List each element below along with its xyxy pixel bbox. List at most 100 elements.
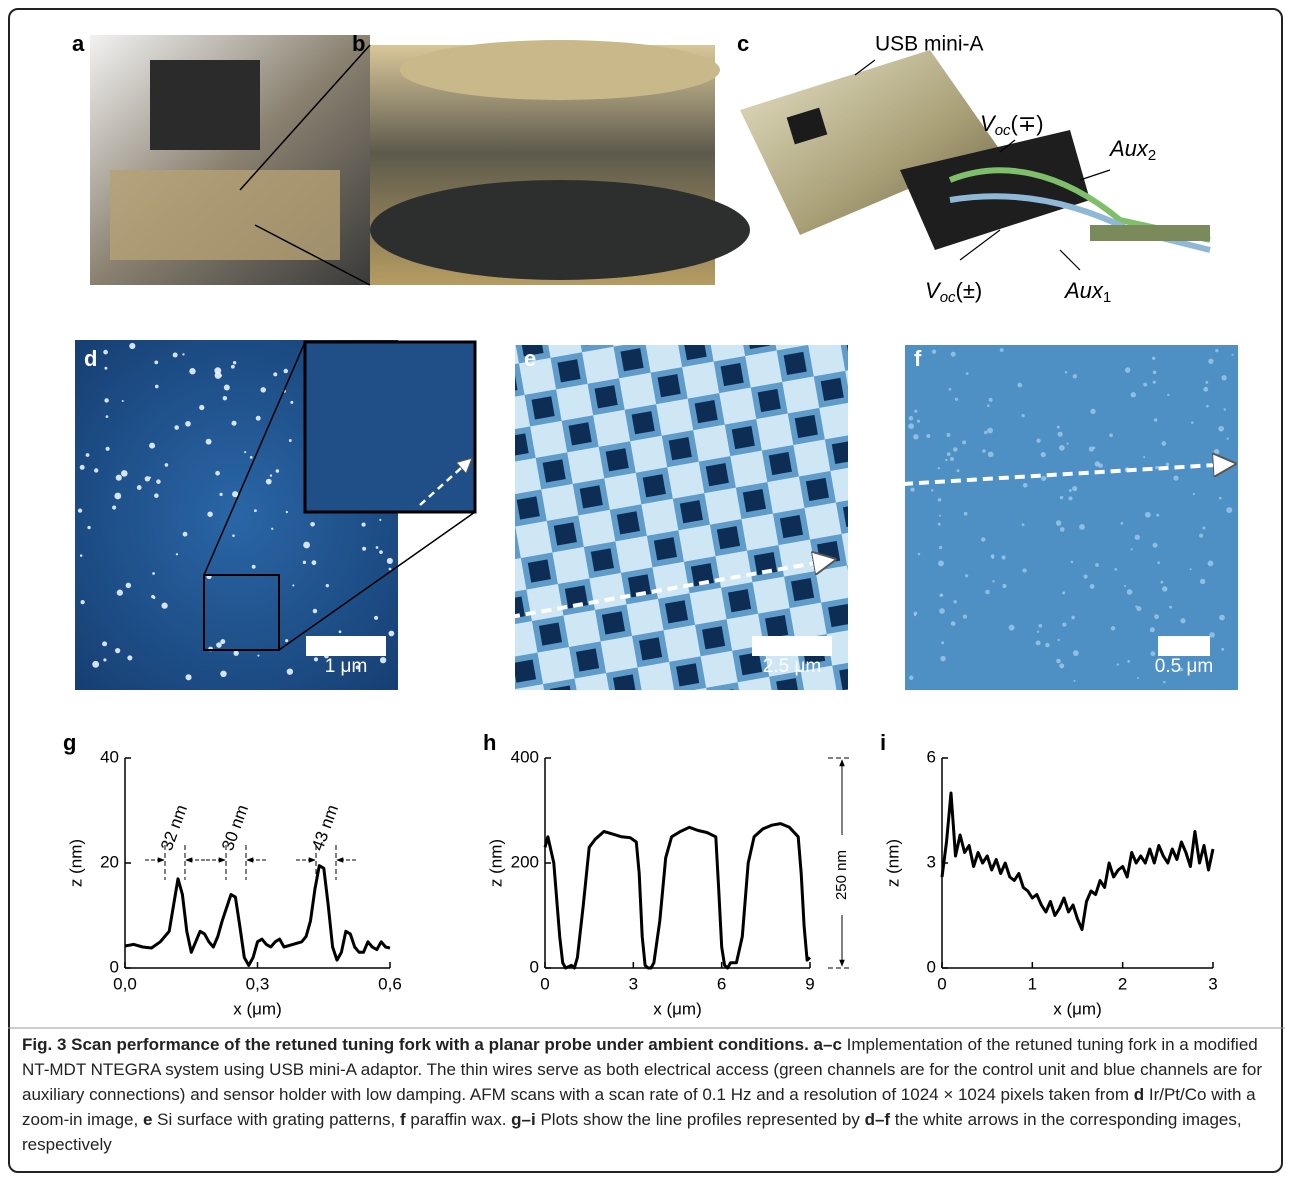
x-tick-label: 0 xyxy=(937,974,946,993)
speckle xyxy=(984,431,987,434)
x-axis-label: x (μm) xyxy=(233,999,282,1018)
particle xyxy=(290,401,293,404)
sub: oc xyxy=(995,122,1011,139)
speckle xyxy=(1039,624,1043,628)
particle xyxy=(374,616,378,620)
speckle xyxy=(1114,568,1117,571)
speckle xyxy=(1206,405,1209,408)
instrument-head xyxy=(150,60,260,150)
speckle xyxy=(931,489,933,491)
speckle xyxy=(1221,375,1226,380)
particle xyxy=(252,565,256,569)
caption-segment: Fig. 3 Scan performance of the retuned t… xyxy=(22,1035,809,1054)
speckle xyxy=(938,523,941,526)
speckle xyxy=(945,459,947,461)
particle xyxy=(161,603,167,609)
page: USB mini-A Voc(∓) Aux2 Voc(±) Aux1 1 μm … xyxy=(0,0,1293,1183)
sub: 2 xyxy=(1148,147,1156,164)
speckle xyxy=(951,352,956,357)
particle xyxy=(102,641,107,646)
particle xyxy=(186,674,192,680)
speckle xyxy=(1059,663,1064,668)
particle xyxy=(151,595,155,599)
speckle xyxy=(1157,561,1160,564)
speckle xyxy=(1131,548,1133,550)
particle xyxy=(314,657,318,661)
x-tick-label: 9 xyxy=(805,974,814,993)
particle xyxy=(292,584,294,586)
particle xyxy=(362,523,366,527)
speckle xyxy=(1190,568,1192,570)
speckle xyxy=(1022,523,1025,526)
speckle xyxy=(1000,348,1004,352)
x-axis-label: x (μm) xyxy=(1053,999,1102,1018)
scale-bar xyxy=(752,636,832,656)
profile-line xyxy=(545,824,810,968)
speckle xyxy=(1090,584,1095,589)
particle xyxy=(94,468,98,472)
particle xyxy=(86,453,90,457)
speckle xyxy=(949,388,952,391)
speckle xyxy=(909,676,913,680)
particle xyxy=(254,509,257,512)
speckle xyxy=(1058,639,1060,641)
particle xyxy=(376,546,379,549)
y-tick-label: 6 xyxy=(927,747,936,766)
speckle xyxy=(1137,677,1139,679)
caption-segment: a–c xyxy=(814,1035,842,1054)
particle xyxy=(115,648,120,653)
speckle xyxy=(1060,496,1064,500)
speckle xyxy=(1060,527,1065,532)
speckle xyxy=(1191,421,1194,424)
particle xyxy=(165,463,169,467)
caption-segment: e xyxy=(143,1110,152,1129)
particle xyxy=(214,367,221,374)
speckle xyxy=(1125,367,1131,373)
speckle xyxy=(1017,383,1022,388)
label-aux-upper: Aux2 xyxy=(1108,136,1156,164)
speckle xyxy=(1073,680,1075,682)
speckle xyxy=(914,410,917,413)
x-tick-label: 0,3 xyxy=(246,974,270,993)
particle xyxy=(223,396,227,400)
speckle xyxy=(1111,626,1115,630)
label-voc-lower: Voc(±) xyxy=(925,278,982,306)
speckle xyxy=(957,469,960,472)
speckle xyxy=(1231,354,1233,356)
photo-b-stage xyxy=(370,180,750,280)
speckle xyxy=(953,600,956,603)
particle xyxy=(233,361,236,364)
speckle xyxy=(1071,561,1074,564)
probe-chip xyxy=(1090,225,1210,241)
speckle xyxy=(938,467,940,469)
particle xyxy=(379,519,381,521)
sub: 1 xyxy=(1103,289,1111,306)
y-tick-label: 200 xyxy=(511,852,539,871)
width-annotation: 32 nm xyxy=(157,802,191,853)
particle xyxy=(199,405,204,410)
speckle xyxy=(981,537,985,541)
speckle xyxy=(1056,659,1061,664)
particle xyxy=(206,439,212,445)
speckle xyxy=(1093,446,1096,449)
particle xyxy=(310,522,315,527)
speckle xyxy=(1219,497,1222,500)
particle xyxy=(303,561,306,564)
speckle xyxy=(939,546,942,549)
speckle xyxy=(992,556,995,559)
particle xyxy=(270,474,272,476)
speckle xyxy=(1117,663,1119,665)
speckle xyxy=(914,614,916,616)
particle xyxy=(112,505,116,509)
speckle xyxy=(1135,535,1140,540)
speckle xyxy=(1045,643,1049,647)
speckle xyxy=(985,590,990,595)
caption-segment: Si surface with grating patterns, xyxy=(152,1110,400,1129)
particle xyxy=(182,353,184,355)
caption-segment: g–i xyxy=(511,1110,536,1129)
scale-label: 2.5 μm xyxy=(763,656,821,677)
speckle xyxy=(1155,466,1158,469)
leader xyxy=(1080,170,1110,180)
panel-label: h xyxy=(483,730,496,755)
particle xyxy=(174,425,179,430)
